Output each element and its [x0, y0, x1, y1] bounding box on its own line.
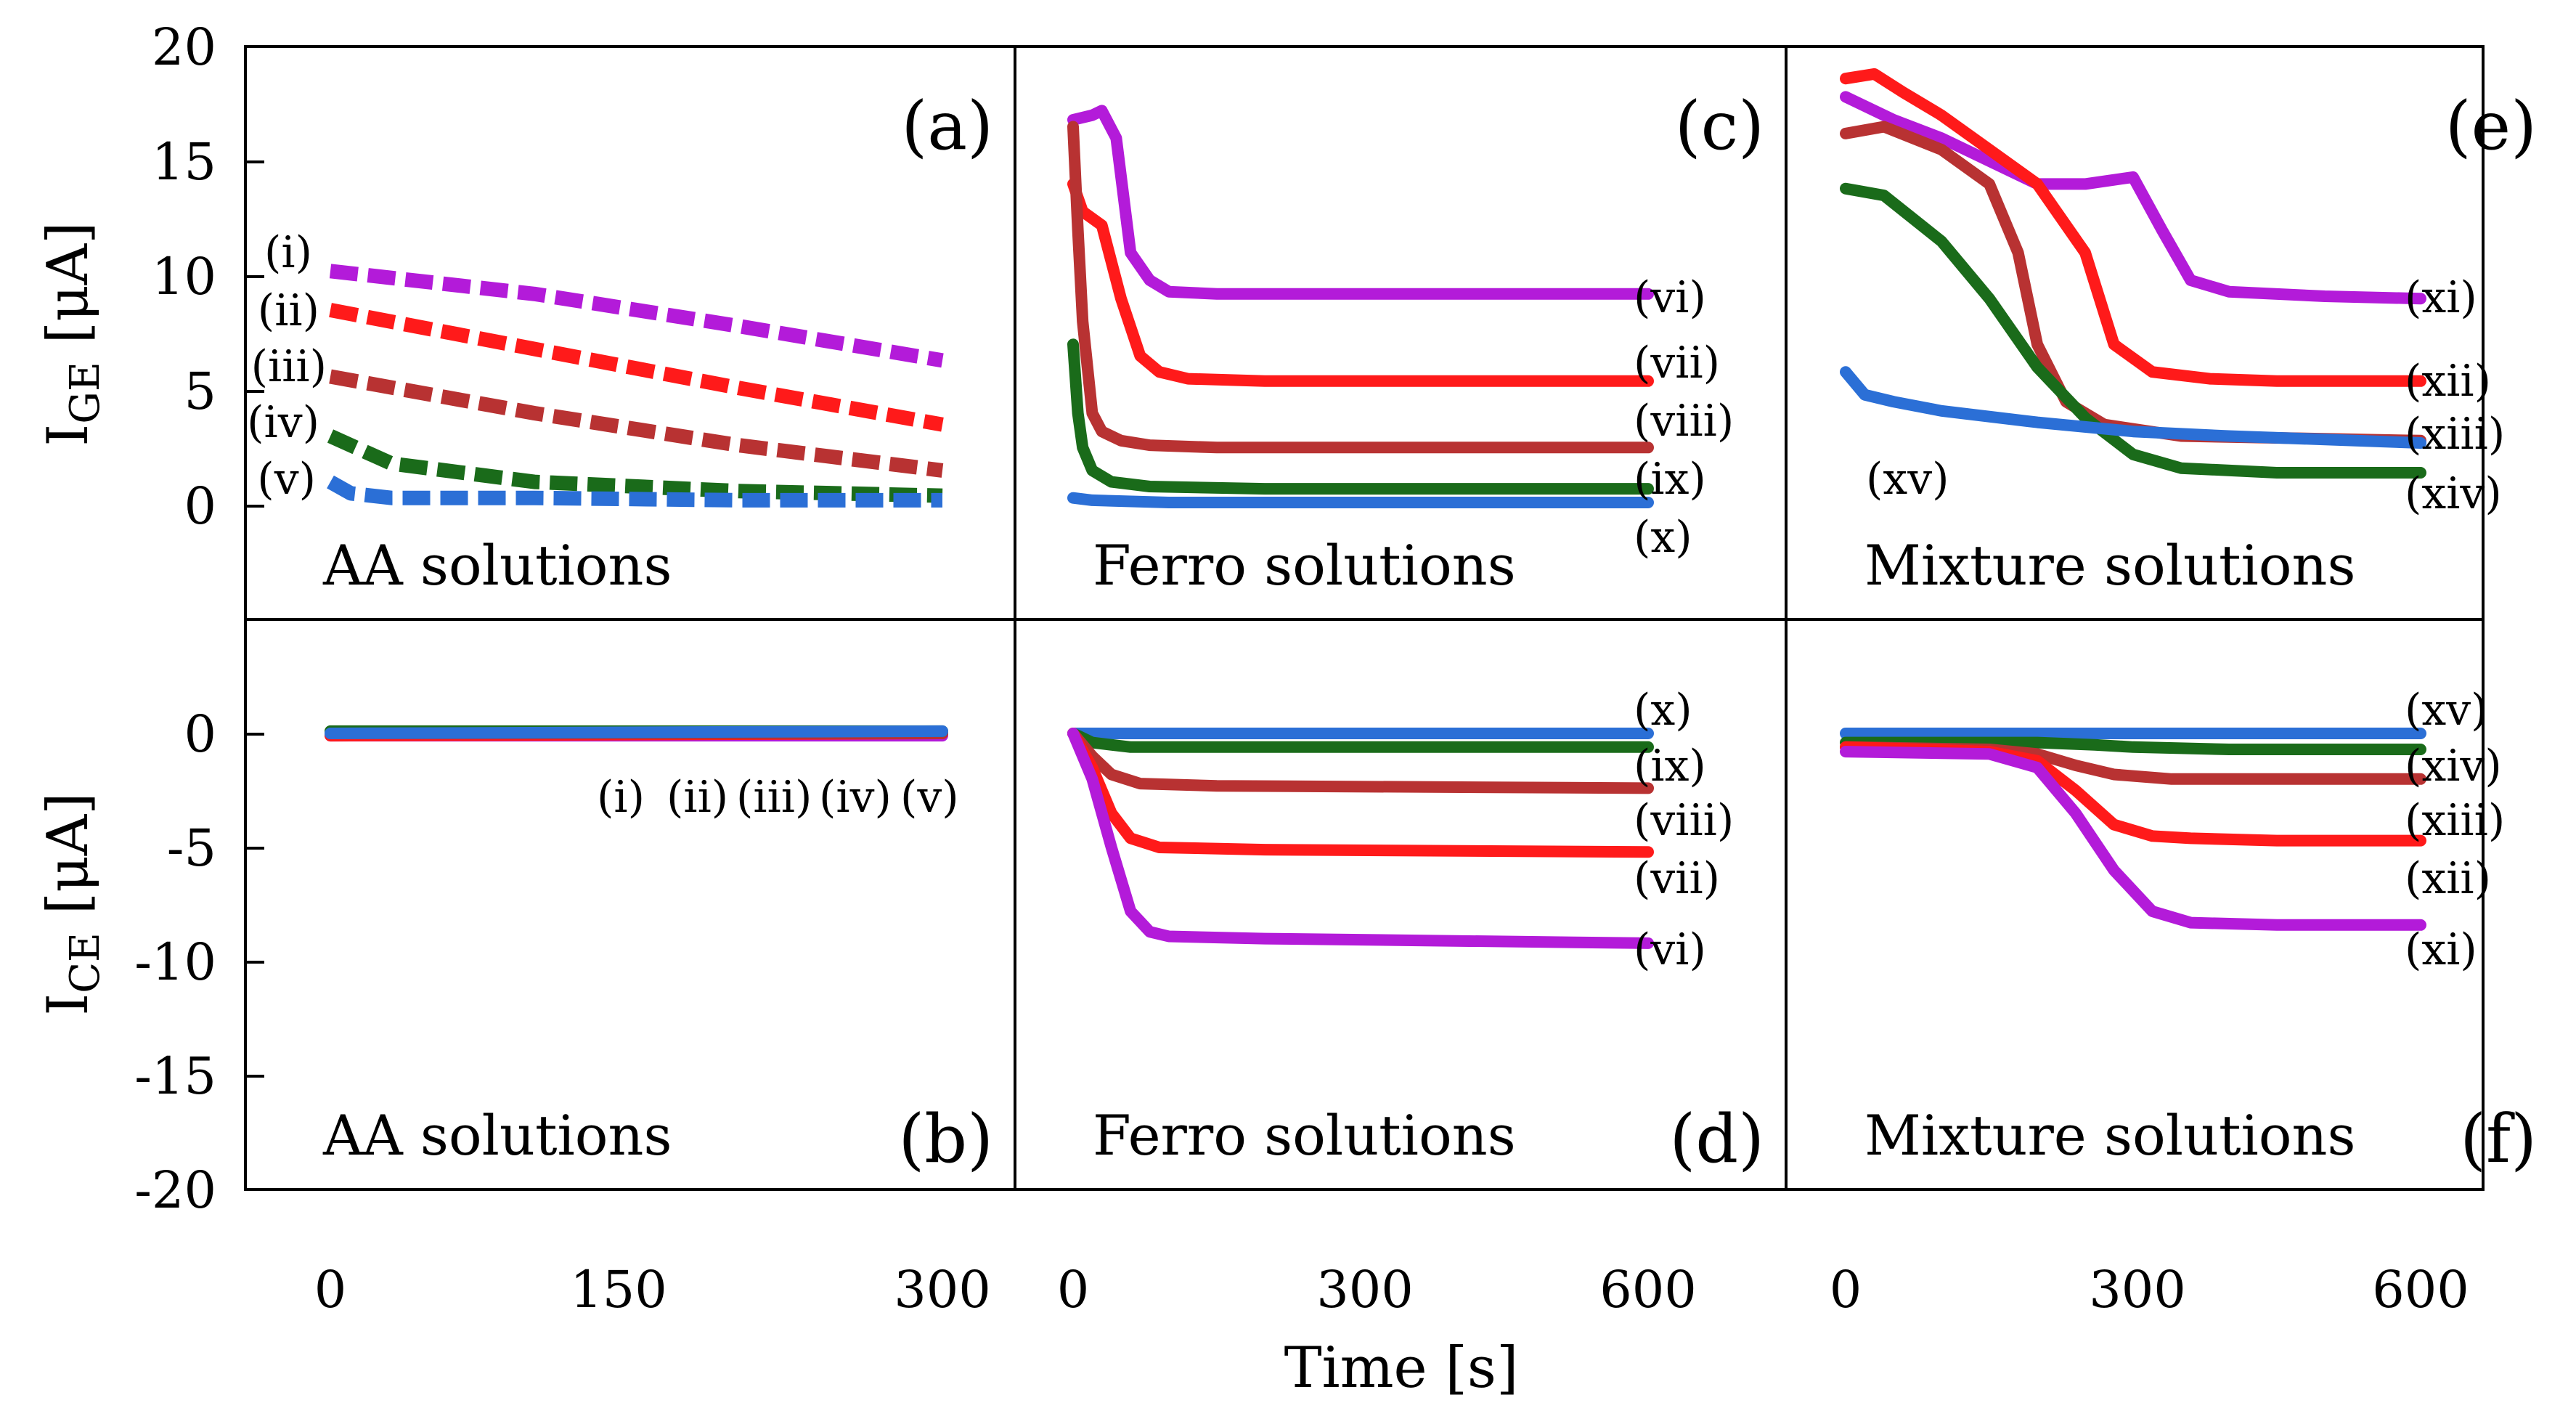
- series-line-e-xv: [1840, 366, 2426, 449]
- x-axis-label: Time [s]: [1284, 1335, 1519, 1401]
- x-tick-label: 600: [1599, 1260, 1697, 1319]
- annotation-label: (xiv): [2405, 468, 2502, 519]
- panel-title-d: Ferro solutions: [1093, 1103, 1516, 1168]
- annotation-label: (v): [900, 772, 959, 823]
- annotation-label: (vii): [1634, 338, 1720, 388]
- annotation-label: (vi): [1634, 924, 1706, 975]
- y-tick-label: -15: [134, 1046, 216, 1106]
- annotation-label: (ii): [667, 772, 728, 823]
- y-tick-label: -5: [167, 818, 216, 878]
- series-line-a-i: [329, 264, 944, 368]
- x-tick-label: 300: [1316, 1260, 1414, 1319]
- x-tick-label: 300: [894, 1260, 991, 1319]
- series-layer: [325, 68, 2426, 949]
- series-line-c-vi: [1067, 105, 1654, 300]
- annotation-label: (iii): [736, 772, 812, 823]
- x-tick-label: 0: [1057, 1260, 1090, 1319]
- panel-label-d: (d): [1669, 1100, 1764, 1178]
- series-line-e-xi: [1840, 91, 2426, 305]
- series-line-c-vii: [1067, 178, 1654, 387]
- annotation-label: (xiii): [2405, 795, 2505, 846]
- series-line-f-xi: [1840, 746, 2426, 931]
- annotation-label: (xiv): [2405, 741, 2502, 792]
- annotation-label: (xi): [2405, 924, 2477, 975]
- annotation-label: (xii): [2405, 356, 2491, 407]
- series-line-c-viii: [1067, 121, 1654, 454]
- annotation-label: (ii): [258, 285, 319, 336]
- x-tick-label: 150: [570, 1260, 667, 1319]
- panel-label-c: (c): [1675, 87, 1764, 165]
- y-tick-label: 0: [184, 704, 216, 764]
- annotation-label: (vi): [1634, 272, 1706, 323]
- series-line-a-iv: [327, 429, 943, 503]
- y-tick-label: 15: [152, 132, 216, 192]
- panel-title-e: Mixture solutions: [1864, 533, 2356, 598]
- annotation-label: (ix): [1634, 741, 1706, 792]
- y-axis-label-top: IGE [μA]: [36, 221, 109, 446]
- panel-label-a: (a): [901, 87, 993, 165]
- annotations-e: (xi) (xii) (xiii) (xiv) (xv): [1866, 272, 2505, 519]
- y-tick-label: -10: [134, 932, 216, 992]
- panel-label-e: (e): [2445, 87, 2537, 165]
- annotations-c: (vi) (vii) (viii) (ix) (x): [1634, 272, 1734, 563]
- series-line-d-vi: [1067, 728, 1654, 949]
- annotation-label: (viii): [1634, 396, 1734, 447]
- series-line-c-x: [1067, 492, 1654, 508]
- left-ticks-top: [245, 160, 264, 508]
- annotation-label: (iv): [247, 397, 319, 448]
- panel-label-f: (f): [2460, 1100, 2537, 1178]
- y-tick-labels-top: 0 5 10 15 20: [152, 17, 216, 536]
- annotation-label: (xii): [2405, 853, 2491, 904]
- x-tick-label: 0: [314, 1260, 347, 1319]
- panel-label-b: (b): [898, 1100, 993, 1178]
- series-line-e-xiv: [1840, 182, 2426, 479]
- y-tick-label: 20: [152, 17, 216, 77]
- annotation-label: (i): [597, 772, 645, 823]
- y-axis-label-bottom: ICE [μA]: [36, 792, 109, 1015]
- y-tick-label: 5: [184, 362, 216, 421]
- annotation-label: (i): [264, 227, 312, 278]
- x-tick-label: 0: [1830, 1260, 1862, 1319]
- annotation-label: (vii): [1634, 853, 1720, 904]
- annotation-label: (xv): [1866, 454, 1949, 505]
- series-line-b-v: [325, 725, 948, 739]
- series-line-d-ix: [1067, 728, 1654, 753]
- x-tick-labels: 0 150 300 0 300 600 0 300 600: [314, 1260, 2469, 1319]
- y-tick-label: 0: [184, 476, 216, 536]
- panel-title-c: Ferro solutions: [1093, 533, 1516, 598]
- left-ticks-bottom: [245, 733, 264, 1078]
- series-line-c-ix: [1067, 338, 1654, 495]
- panel-title-a: AA solutions: [322, 533, 672, 598]
- series-line-f-xiv: [1840, 736, 2426, 755]
- annotation-label: (xiii): [2405, 409, 2505, 460]
- annotations-d: (x) (ix) (viii) (vii) (vi): [1634, 685, 1734, 975]
- series-line-a-v: [327, 475, 942, 508]
- annotations-b: (i) (ii) (iii) (iv) (v): [597, 772, 959, 823]
- x-tick-label: 300: [2089, 1260, 2186, 1319]
- annotation-label: (iv): [819, 772, 892, 823]
- x-tick-label: 600: [2372, 1260, 2469, 1319]
- series-line-e-xii: [1840, 68, 2426, 387]
- y-tick-label: 10: [152, 247, 216, 306]
- annotations-f: (xv) (xiv) (xiii) (xii) (xi): [2405, 685, 2505, 975]
- annotations-a: (i) (ii) (iii) (iv) (v): [247, 227, 327, 505]
- annotation-label: (ix): [1634, 454, 1706, 505]
- annotation-label: (viii): [1634, 795, 1734, 846]
- annotation-label: (iii): [251, 341, 327, 392]
- annotation-label: (xi): [2405, 272, 2477, 323]
- annotation-label: (x): [1634, 685, 1692, 736]
- annotation-label: (v): [257, 454, 316, 505]
- series-line-a-iii: [329, 369, 944, 478]
- series-line-a-ii: [329, 303, 944, 432]
- y-tick-labels-bottom: -20 -15 -10 -5 0: [134, 704, 216, 1220]
- panel-title-b: AA solutions: [322, 1103, 672, 1168]
- panel-title-f: Mixture solutions: [1864, 1103, 2356, 1168]
- annotation-label: (x): [1634, 512, 1692, 563]
- annotation-label: (xv): [2405, 685, 2488, 736]
- y-tick-label: -20: [134, 1160, 216, 1220]
